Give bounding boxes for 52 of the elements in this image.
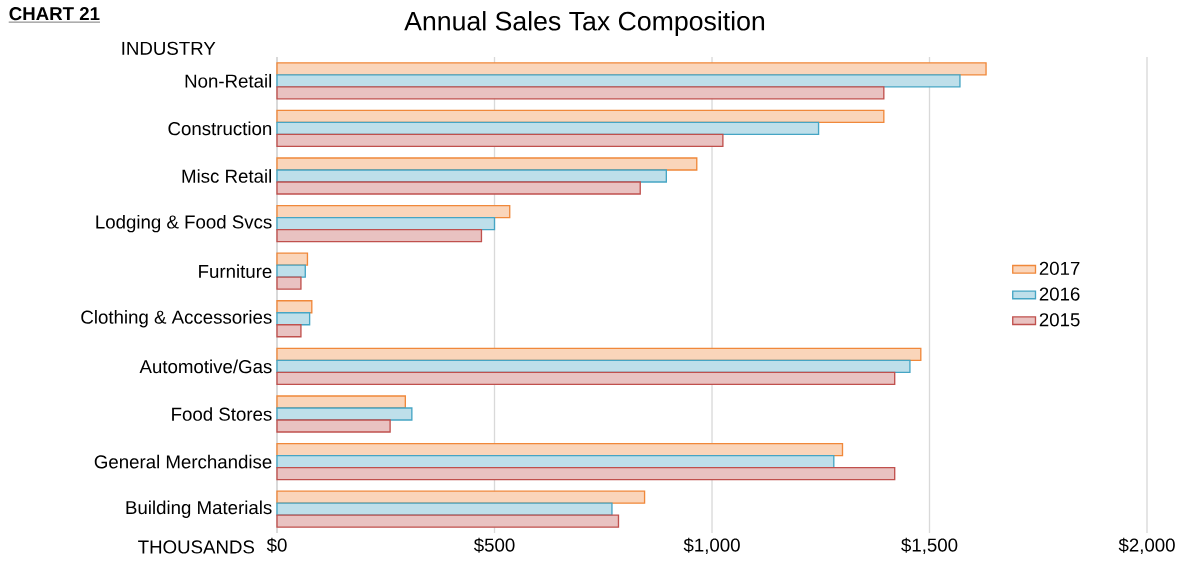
legend-label: 2015 [1039,313,1080,327]
y-tick-label: Misc Retail [182,169,272,183]
y-tick-label: Non-Retail [185,73,272,88]
bar [276,216,496,231]
bar [276,347,922,362]
bar [276,228,483,243]
y-tick-label: Automotive/Gas [139,359,272,374]
bar [276,324,302,338]
x-tick-label: $2,000 [1118,537,1175,554]
bar [276,466,896,481]
bar [276,109,885,124]
y-tick-label: Furniture [199,264,272,279]
bar [276,86,885,100]
bar [276,133,724,148]
bar [276,276,302,290]
bar [276,74,961,88]
legend-label: 2017 [1039,261,1080,275]
bar [276,312,311,326]
y-tick-label: Construction [168,121,272,136]
bar [276,169,667,183]
legend-label: 2016 [1039,287,1080,301]
x-tick-label: $1,000 [683,537,740,554]
bar [276,454,835,469]
bar [276,300,313,314]
bar [276,371,896,386]
bar [276,442,844,457]
bar [276,157,698,171]
x-tick-label: $1,500 [901,537,958,554]
bar [276,514,620,528]
bar [276,121,820,136]
bar [276,359,911,374]
bar [276,407,413,421]
y-tick-label: Building Materials [126,500,272,518]
y-tick-label: Food Stores [172,407,272,421]
x-axis-title: THOUSANDS [138,540,255,554]
chart-title: Annual Sales Tax Composition [404,11,765,36]
bar [276,62,987,76]
x-tick-label: $0 [266,537,287,553]
bar [276,419,391,433]
bar [276,395,406,409]
caption: CHART 21 [9,7,100,21]
y-tick-label: Lodging & Food Svcs [96,214,272,233]
y-axis-title: INDUSTRY [122,41,216,55]
bar [276,181,641,195]
bar [276,502,613,516]
bar [276,490,646,504]
bar [276,204,511,219]
bar [276,252,309,266]
x-tick-label: $500 [473,537,515,553]
bar [276,264,306,278]
y-tick-label: General Merchandise [94,454,272,469]
y-tick-label: Clothing & Accessories [81,310,272,328]
